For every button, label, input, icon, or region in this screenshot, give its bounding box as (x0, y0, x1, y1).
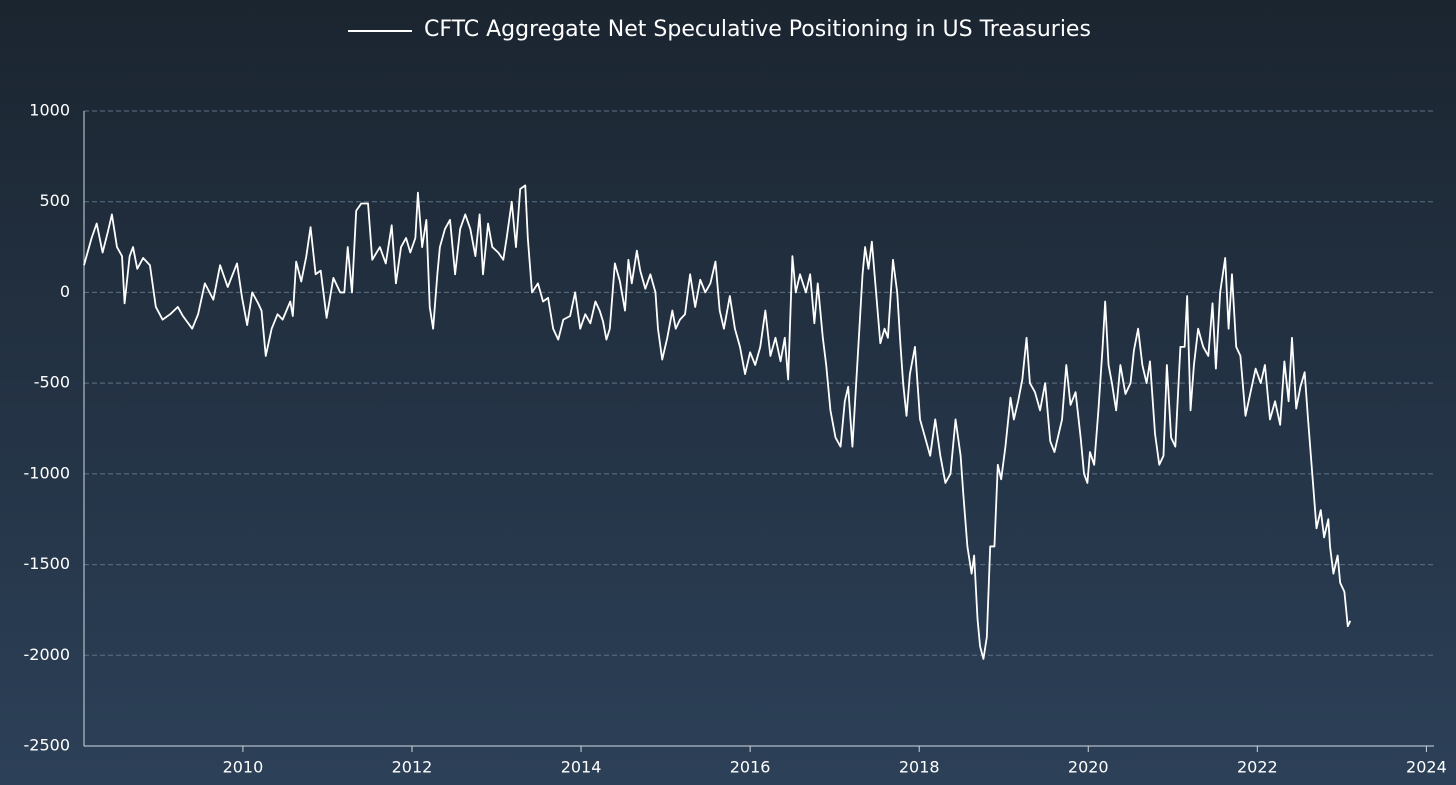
x-tick-label: 2016 (730, 758, 771, 777)
legend-label: CFTC Aggregate Net Speculative Positioni… (424, 17, 1091, 42)
y-tick-label: 500 (39, 191, 70, 210)
y-tick-label: 0 (60, 282, 70, 301)
x-tick-label: 2024 (1406, 758, 1447, 777)
y-tick-label: 1000 (29, 101, 70, 120)
x-tick-label: 2010 (223, 758, 264, 777)
y-tick-label: -500 (34, 373, 70, 392)
x-tick-label: 2020 (1068, 758, 1109, 777)
y-tick-label: -2500 (24, 736, 71, 755)
series-line (83, 184, 1352, 660)
x-tick-label: 2018 (899, 758, 940, 777)
y-tick-label: -2000 (24, 645, 71, 664)
y-tick-label: -1500 (24, 554, 71, 573)
x-tick-label: 2012 (392, 758, 433, 777)
x-tick-label: 2014 (561, 758, 602, 777)
y-tick-label: -1000 (24, 463, 71, 482)
x-tick-label: 2022 (1237, 758, 1278, 777)
